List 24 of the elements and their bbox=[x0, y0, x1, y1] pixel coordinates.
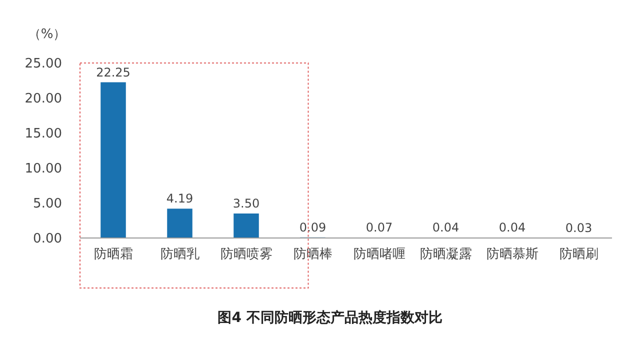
data-label: 0.09 bbox=[299, 220, 326, 234]
x-tick-label: 防晒凝露 bbox=[420, 247, 472, 262]
y-axis-title: （%） bbox=[28, 27, 66, 42]
y-tick-label: 0.00 bbox=[33, 232, 62, 247]
x-tick-label: 防晒乳 bbox=[160, 247, 200, 262]
x-tick-label: 防晒喷雾 bbox=[220, 247, 272, 262]
data-label: 22.25 bbox=[96, 65, 130, 80]
y-tick-label: 20.00 bbox=[24, 92, 62, 107]
y-tick-label: 15.00 bbox=[24, 126, 62, 142]
y-tick-label: 25.00 bbox=[24, 56, 62, 72]
data-label: 0.03 bbox=[565, 220, 592, 235]
x-tick-label: 防晒霜 bbox=[94, 247, 133, 262]
x-tick-label: 防晒刷 bbox=[559, 247, 598, 262]
text: 图4 不同防晒形态产品热度指数对比 bbox=[218, 309, 442, 326]
y-tick-label: 10.00 bbox=[24, 162, 62, 177]
data-label: 0.04 bbox=[498, 220, 526, 235]
data-label: 4.19 bbox=[166, 192, 194, 206]
data-label: 3.50 bbox=[232, 196, 260, 210]
y-tick-label: 5.00 bbox=[33, 196, 62, 212]
x-tick-label: 防晒棒 bbox=[293, 247, 332, 262]
data-label: 0.07 bbox=[366, 220, 393, 235]
x-tick-label: 防晒慕斯 bbox=[486, 247, 538, 262]
x-tick-label: 防晒啫喱 bbox=[353, 247, 406, 262]
data-label: 0.04 bbox=[432, 220, 460, 235]
